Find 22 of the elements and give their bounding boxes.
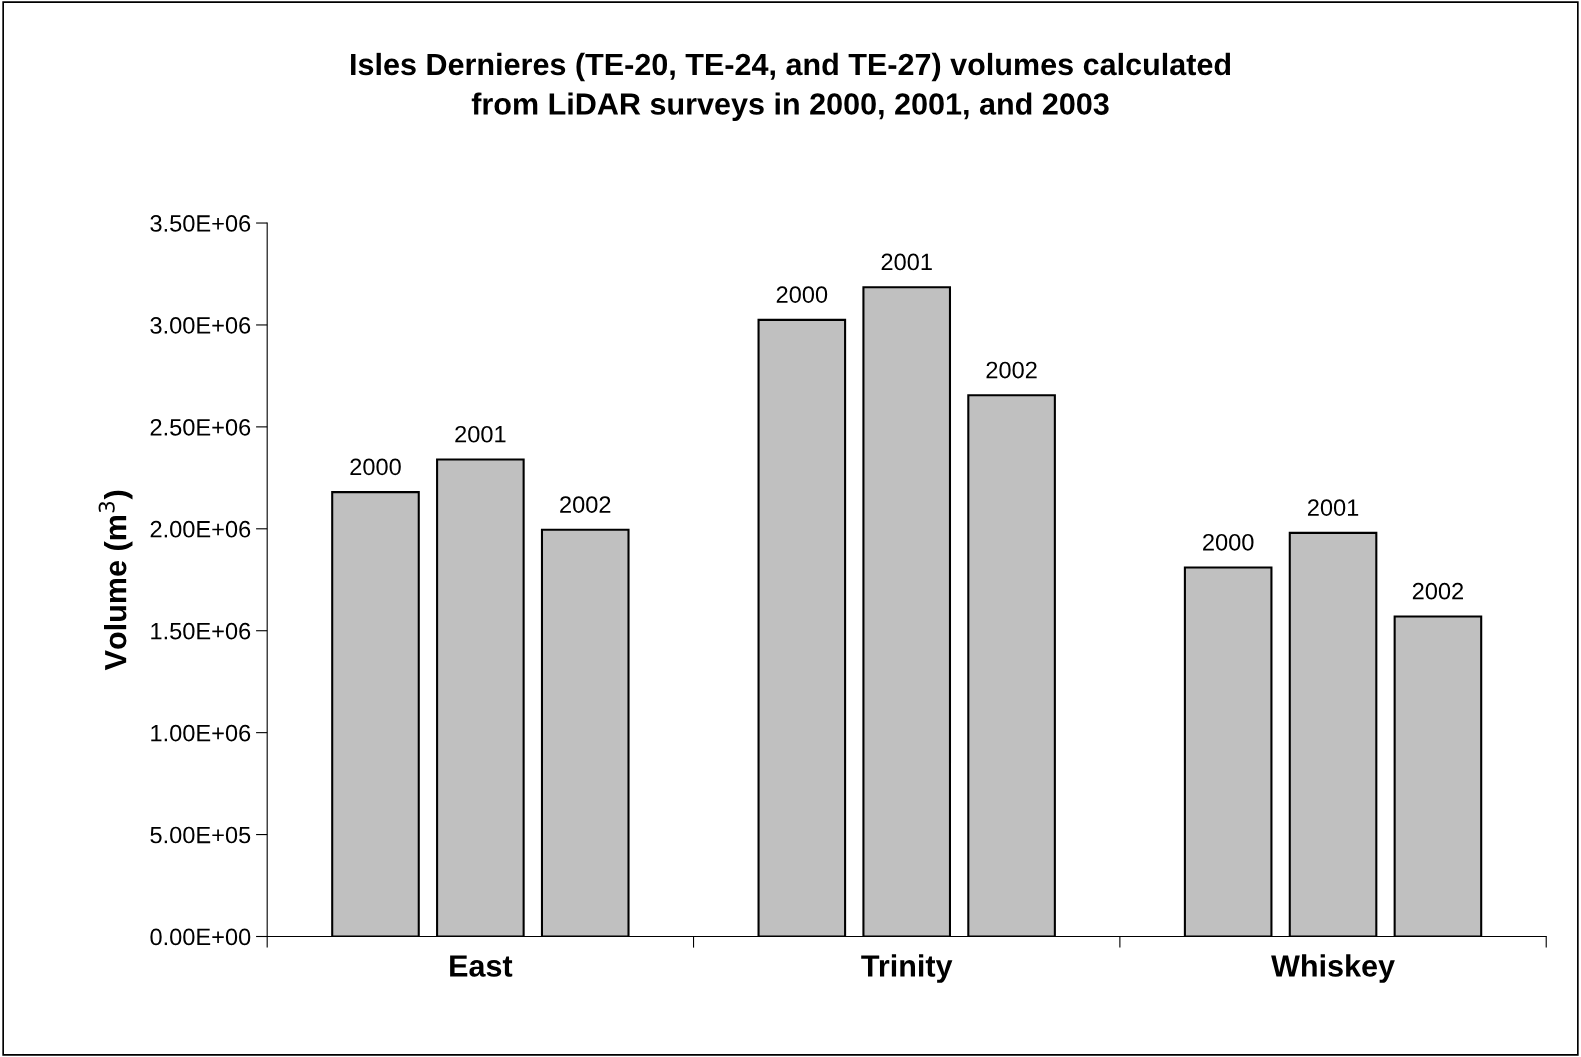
series-label: 2001 <box>455 425 506 443</box>
x-tick-label: Whiskey <box>1271 954 1395 983</box>
text: 2000 <box>350 458 401 476</box>
series-label: 2002 <box>986 361 1037 379</box>
y-tick-label: 0.00E+00 <box>150 928 251 946</box>
text: 2001 <box>881 253 932 271</box>
series-label: 2000 <box>1203 533 1254 551</box>
y-tick-label: 3.00E+06 <box>150 317 251 334</box>
text: 2000 <box>776 286 828 303</box>
x-tick-label: East <box>450 955 513 977</box>
y-tick-label: 2.50E+06 <box>150 418 251 436</box>
text: 2001 <box>1307 499 1359 516</box>
chart-title: Isles Dernieres (TE-20, TE-24, and TE-27) volumes calculated from LiDAR surveys in 2000, 2001, and 2003 <box>351 52 1231 121</box>
y-tick-label: 3.50E+06 <box>150 215 251 232</box>
y-tick-label: 5.00E+05 <box>150 826 251 844</box>
y-tick-label: 2.00E+06 <box>150 520 251 538</box>
text: 2002 <box>560 496 611 513</box>
text: 2002 <box>1412 582 1464 600</box>
y-axis-title: Volume (m$^{3}$) <box>98 490 133 671</box>
y-tick-label: 1.00E+06 <box>151 724 251 742</box>
y-tick-label: 1.50E+06 <box>151 622 251 640</box>
x-tick-label: Trinity <box>861 954 953 983</box>
